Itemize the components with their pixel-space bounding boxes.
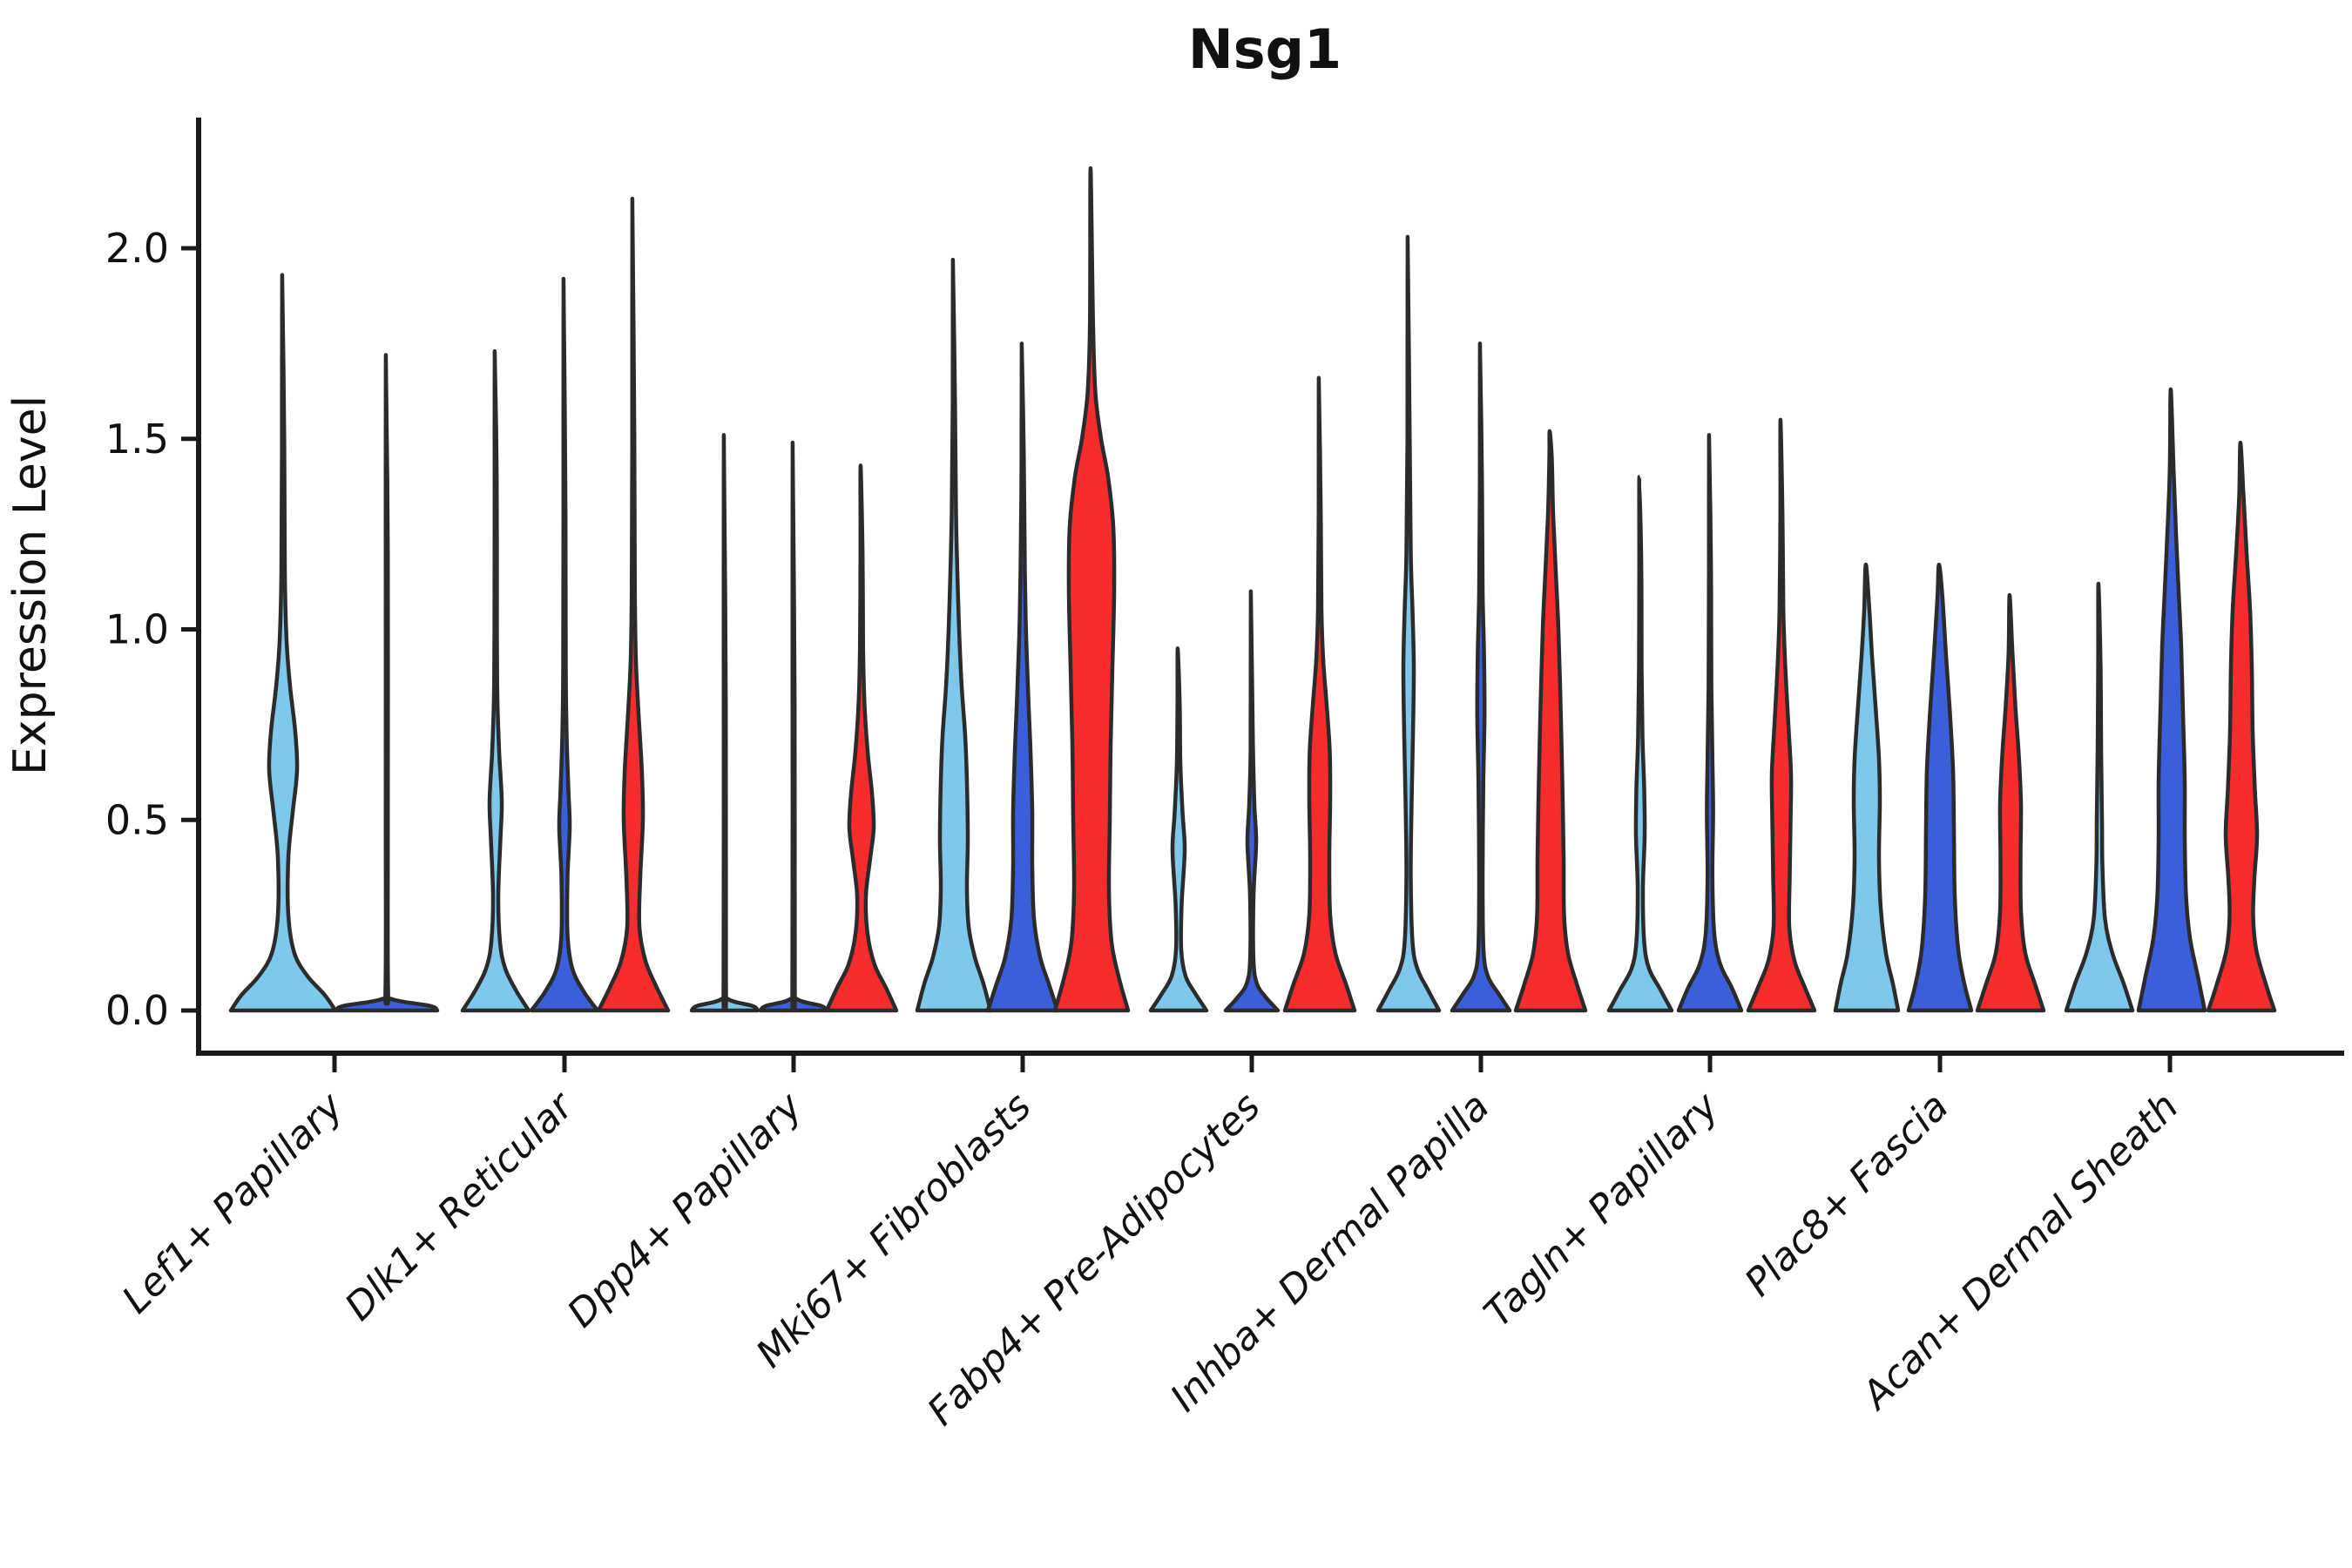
violin-2-blue: [758, 440, 829, 1013]
y-tick-label: 2.0: [105, 225, 169, 272]
x-tick-label-6: Tagln+ Papillary: [1476, 1084, 1727, 1335]
violin-2-red: [824, 463, 899, 1013]
violin-0-blue: [334, 353, 440, 1013]
violin-1-red: [596, 196, 671, 1013]
x-tick-label-1: Dlk1+ Reticular: [336, 1083, 583, 1329]
violin-5-blue: [1450, 341, 1512, 1013]
violin-5-skyblue: [1375, 234, 1442, 1013]
violin-1-skyblue: [460, 348, 531, 1013]
x-tick-label-7: Plac8+ Fascia: [1736, 1085, 1957, 1305]
violin-7-blue: [1906, 562, 1974, 1013]
violin-4-blue: [1223, 589, 1281, 1013]
violin-8-red: [2206, 440, 2277, 1013]
violin-8-blue: [2136, 387, 2207, 1013]
y-tick-label: 1.5: [105, 416, 169, 463]
x-tick-label-0: Lef1+ Papillary: [114, 1084, 353, 1322]
violin-7-red: [1975, 592, 2046, 1013]
violin-6-skyblue: [1606, 475, 1674, 1013]
chart-title: Nsg1: [1188, 17, 1342, 81]
y-tick-label: 0.5: [105, 796, 169, 843]
violin-4-skyblue: [1148, 646, 1209, 1013]
y-tick-label: 0.0: [105, 987, 169, 1034]
violin-3-blue: [985, 341, 1060, 1013]
x-tick-label-2: Dpp4+ Papillary: [559, 1084, 812, 1336]
violin-3-skyblue: [915, 257, 993, 1013]
violin-6-red: [1746, 417, 1817, 1013]
violin-8-skyblue: [2064, 581, 2135, 1013]
violin-7-skyblue: [1833, 562, 1901, 1013]
violin-5-red: [1513, 429, 1588, 1013]
violin-4-red: [1282, 375, 1357, 1013]
violin-2-skyblue: [689, 433, 760, 1013]
violin-3-red: [1052, 166, 1131, 1013]
violin-6-blue: [1676, 433, 1744, 1013]
violin-0-skyblue: [228, 273, 338, 1013]
y-tick-label: 1.0: [105, 606, 169, 653]
violin-1-blue: [529, 276, 600, 1013]
y-axis-label: Expression Level: [4, 395, 57, 775]
